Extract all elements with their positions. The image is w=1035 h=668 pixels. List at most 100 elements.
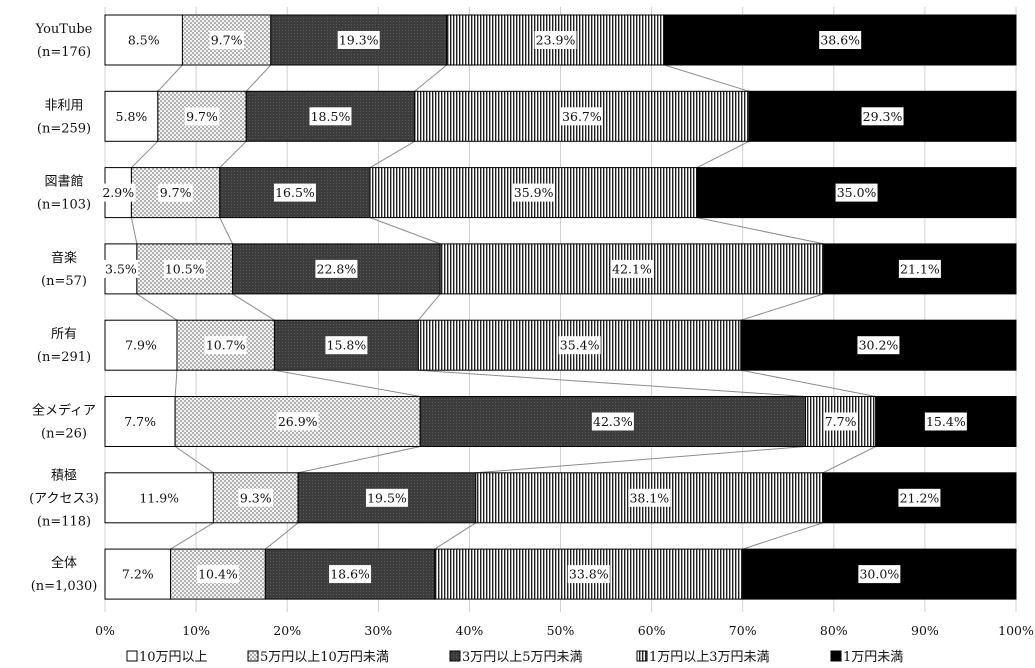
category-label: 音楽 [51, 250, 77, 266]
data-label-box [273, 183, 316, 202]
category-label: (n=57) [41, 274, 87, 289]
data-label-box [184, 107, 220, 126]
data-label-box [835, 183, 878, 202]
data-label-box [276, 412, 319, 431]
legend-swatch [449, 650, 461, 662]
bar-segment [212, 472, 299, 524]
legend-label: 1万円未満 [843, 650, 903, 665]
data-label: 35.4% [560, 338, 600, 353]
data-label-box [857, 336, 900, 355]
series-connector-line [418, 369, 806, 397]
data-label-box [898, 259, 941, 278]
data-label-box [611, 259, 654, 278]
data-label-box [567, 565, 610, 584]
x-tick-label: 20% [273, 623, 301, 638]
data-label-box [158, 183, 193, 202]
category-label: YouTube [35, 22, 93, 37]
series-connector-line [369, 217, 441, 245]
category-label: 図書館 [44, 175, 83, 190]
series-connector-line [697, 217, 824, 245]
series-connector-line [219, 217, 233, 245]
data-label: 8.5% [128, 33, 160, 48]
data-label-box [103, 259, 139, 278]
x-tick-label: 10% [182, 623, 210, 638]
data-label: 30.2% [859, 338, 899, 353]
data-label: 9.7% [160, 185, 192, 200]
legend-label: 1万円以上3万円未満 [649, 650, 770, 665]
category-label: 非利用 [44, 98, 83, 113]
series-connector-line [174, 370, 178, 397]
series-connector-line [369, 140, 415, 169]
data-label: 26.9% [278, 414, 318, 429]
data-label-box [122, 412, 158, 431]
data-label-box [337, 31, 380, 49]
bar-segment [219, 167, 371, 219]
data-label: 9.3% [240, 490, 272, 505]
data-label: 2.9% [102, 185, 134, 200]
series-connector-line [136, 293, 178, 321]
data-label-box [204, 336, 247, 355]
legend-swatch [126, 650, 138, 662]
series-connector-line [434, 522, 477, 550]
series-connector-line [298, 446, 421, 474]
data-label-box [329, 565, 372, 584]
data-label-box [325, 336, 368, 355]
x-tick-label: 100% [998, 623, 1034, 638]
series-connector-line [414, 64, 447, 92]
x-tick-label: 0% [95, 623, 115, 638]
data-label-box [209, 31, 244, 49]
data-label: 19.3% [339, 33, 379, 48]
data-label: 7.7% [825, 414, 857, 429]
series-connector-line [174, 446, 214, 474]
data-label: 11.9% [139, 490, 179, 505]
category-label: (n=118) [37, 514, 91, 529]
legend-swatch [636, 650, 648, 662]
category-label: 所有 [51, 327, 77, 342]
data-label: 35.9% [514, 185, 554, 200]
data-label-box [591, 412, 634, 431]
bars [104, 14, 1017, 600]
data-label-box [628, 488, 671, 507]
data-label-box [123, 336, 159, 355]
data-label: 7.7% [124, 414, 156, 429]
data-label-box [365, 488, 408, 507]
data-label: 10.5% [165, 261, 205, 276]
category-label: (アクセス3) [29, 491, 99, 506]
bar-segment [875, 396, 1017, 447]
series-connector-line [417, 293, 441, 321]
data-label: 42.1% [612, 261, 652, 276]
series-connector-line [245, 64, 272, 92]
data-label: 3.5% [105, 261, 137, 276]
data-label: 29.3% [863, 109, 903, 124]
data-label: 10.7% [206, 338, 246, 353]
category-label: (n=259) [37, 121, 91, 136]
data-label-box [534, 31, 577, 49]
data-label: 7.9% [125, 338, 157, 353]
data-label-box [924, 412, 967, 431]
data-label-box [315, 259, 358, 278]
category-label: 積極 [51, 467, 77, 483]
x-tick-label: 80% [820, 623, 848, 638]
data-label: 30.0% [859, 567, 899, 582]
data-label: 38.1% [629, 490, 669, 505]
data-label: 9.7% [186, 109, 218, 124]
data-label-box [196, 565, 239, 584]
data-label: 38.6% [820, 33, 860, 48]
category-labels: YouTube (n=176) 非利用 (n=259) 図書館 (n=103) 音楽 (n=5… [29, 22, 99, 594]
x-tick-label: 50% [547, 623, 575, 638]
series-connector-line [696, 140, 750, 169]
data-label-box [898, 488, 941, 507]
legend-label: 5万円以上10万円未満 [260, 650, 389, 665]
data-label: 7.2% [122, 567, 154, 582]
category-label: 全メディア [32, 403, 96, 419]
data-label: 42.3% [593, 414, 633, 429]
data-label: 16.5% [275, 185, 315, 200]
data-label: 9.7% [211, 33, 243, 48]
series-connector-line [822, 446, 876, 474]
x-tick-label: 90% [911, 623, 939, 638]
legend: 10万円以上 5万円以上10万円未満 3万円以上5万円未満 1万円以上3万円未満 1万円… [126, 650, 903, 665]
series-lines [130, 64, 876, 550]
data-label: 21.1% [900, 261, 940, 276]
series-connector-line [131, 140, 159, 168]
data-label: 18.5% [311, 109, 351, 124]
